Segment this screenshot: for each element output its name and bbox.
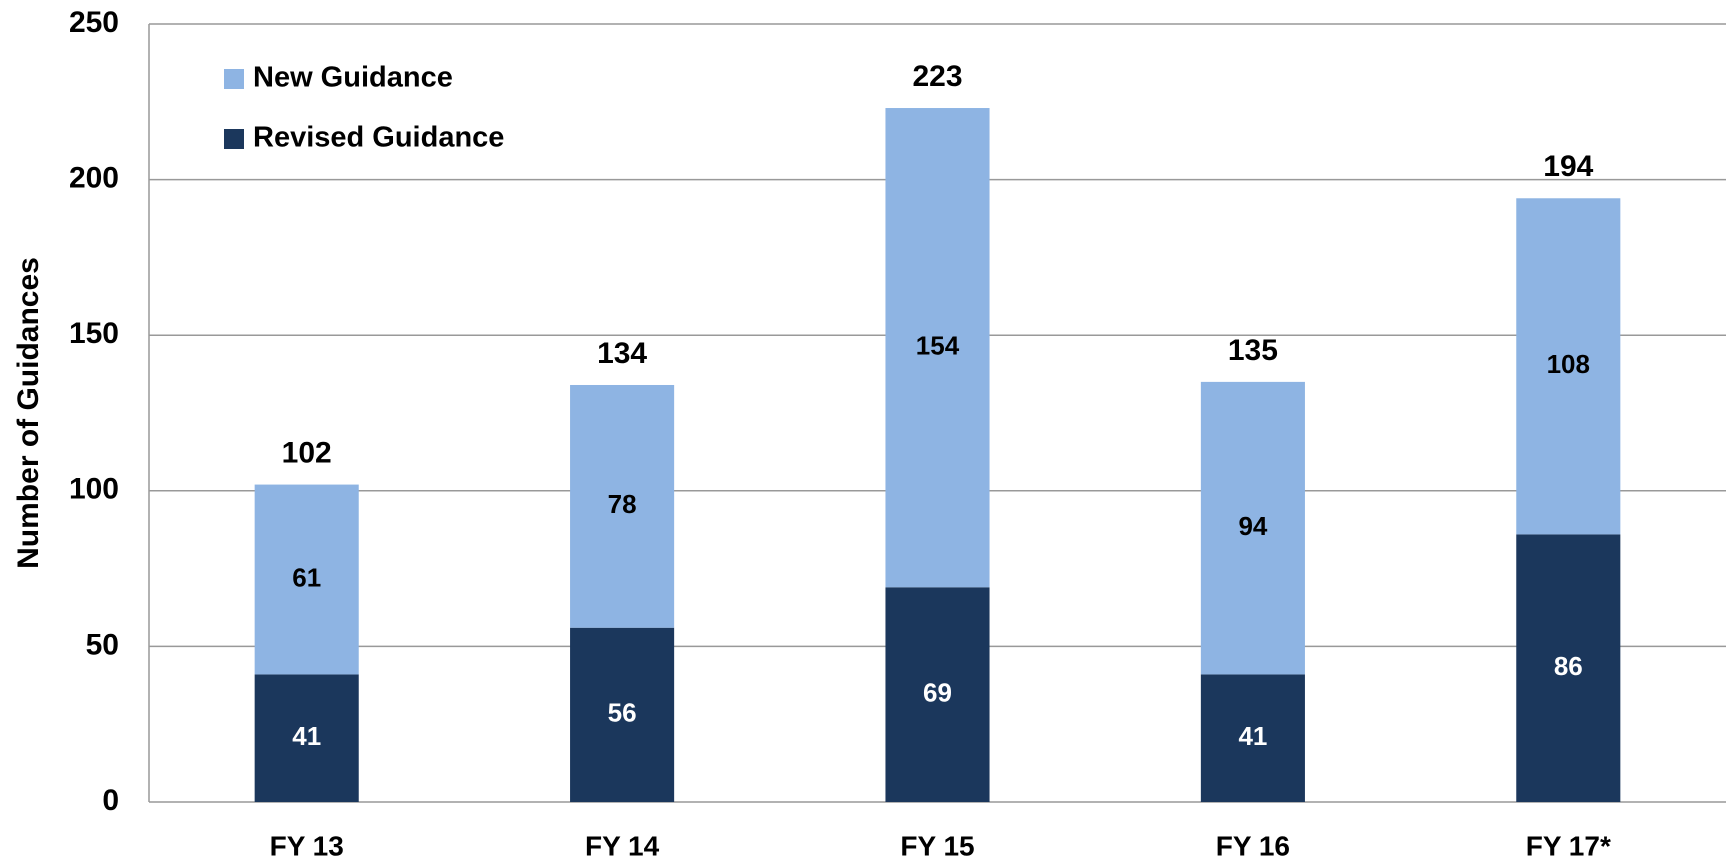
y-tick-label: 0 <box>102 784 119 817</box>
value-label: 94 <box>1238 511 1267 541</box>
total-label: 194 <box>1543 150 1593 183</box>
legend-swatch <box>224 69 244 89</box>
x-tick-label: FY 16 <box>1216 830 1290 861</box>
total-label: 135 <box>1228 334 1278 367</box>
x-tick-label: FY 14 <box>585 830 660 861</box>
value-label: 108 <box>1547 349 1590 379</box>
x-tick-label: FY 17* <box>1526 830 1611 861</box>
bar-segment <box>885 587 990 802</box>
legend-swatch <box>224 129 244 149</box>
value-label: 41 <box>292 721 321 751</box>
y-axis-label: Number of Guidances <box>12 257 45 569</box>
x-tick-label: FY 15 <box>900 830 974 861</box>
y-tick-label: 250 <box>69 6 119 39</box>
value-label: 69 <box>923 678 952 708</box>
bar-segment <box>1516 534 1621 802</box>
value-label: 86 <box>1554 651 1583 681</box>
legend-label: New Guidance <box>253 62 453 94</box>
total-label: 102 <box>282 436 332 469</box>
y-tick-label: 200 <box>69 162 119 195</box>
bar-segment <box>1200 381 1305 675</box>
bar-segment <box>885 108 990 588</box>
bar-segment <box>570 627 675 802</box>
x-tick-label: FY 13 <box>270 830 344 861</box>
value-label: 154 <box>916 331 960 361</box>
value-label: 61 <box>292 562 321 592</box>
y-tick-label: 150 <box>69 317 119 350</box>
y-tick-label: 100 <box>69 473 119 506</box>
total-label: 223 <box>912 60 962 93</box>
value-label: 41 <box>1238 721 1267 751</box>
bar-segment <box>570 384 675 628</box>
value-label: 78 <box>608 489 637 519</box>
bar-segment <box>1200 674 1305 802</box>
bar-segment <box>1516 198 1621 535</box>
legend-label: Revised Guidance <box>253 122 504 154</box>
bar-segment <box>254 484 359 675</box>
y-tick-label: 50 <box>86 628 119 661</box>
value-label: 56 <box>608 698 637 728</box>
total-label: 134 <box>597 337 647 370</box>
bar-segment <box>254 674 359 802</box>
